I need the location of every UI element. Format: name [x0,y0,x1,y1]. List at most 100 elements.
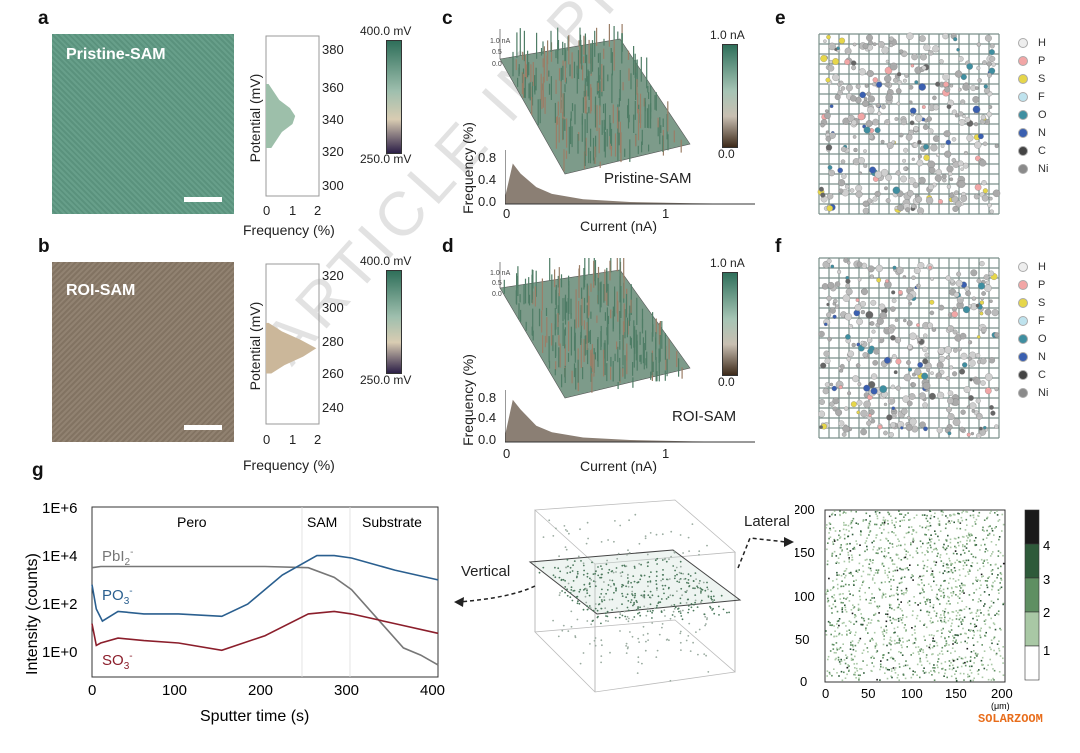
panel-label-b: b [38,236,50,257]
ion-dot [673,604,676,606]
map-pixel [854,634,856,636]
map-pixel [983,605,985,607]
map-pixel [959,672,962,675]
map-pixel [870,569,872,572]
map-pixel [954,538,957,540]
map-pixel [1000,577,1002,580]
map-pixel [919,609,922,612]
map-pixel [887,567,890,570]
map-pixel [975,625,978,627]
legend-label: O [1038,333,1047,345]
map-pixel [949,522,951,524]
map-pixel [903,626,906,629]
atom [902,158,907,163]
map-pixel [851,533,854,536]
map-pixel [933,679,936,681]
map-pixel [869,640,871,642]
map-pixel [826,560,829,562]
map-pixel [843,521,845,524]
ion-dot [655,583,658,586]
map-pixel [969,540,971,542]
map-pixel [996,510,998,512]
map-pixel [833,625,835,627]
atom [965,290,971,297]
ion-dot [607,620,609,622]
map-pixel [972,555,975,558]
map-pixel [891,559,894,562]
ion-dot [627,582,629,584]
atom [966,63,973,70]
ion-dot [635,608,638,611]
map-pixel [900,651,902,654]
atom [906,32,914,40]
ion-dot [552,535,555,537]
map-pixel [887,547,890,549]
atom [944,346,952,354]
map-pixel [846,673,848,676]
series-label: Pristine-SAM [604,170,692,187]
ion-dot [652,609,654,612]
map-pixel [881,563,883,566]
atom [958,87,962,92]
map-pixel [973,662,975,664]
map-pixel [929,524,932,527]
atom [989,209,994,214]
map-pixel [931,570,934,572]
atom [894,117,899,121]
map-pixel [926,600,928,602]
map-pixel [983,650,986,652]
atom [859,91,866,99]
map-pixel [955,640,957,642]
map-pixel [930,510,932,512]
map-pixel [849,550,852,552]
map-pixel [931,589,933,591]
ion-dot [662,588,665,590]
ion-dot [643,590,646,593]
map-pixel [861,616,863,619]
ion-dot [672,565,675,567]
vertical-label: Vertical [461,563,511,580]
ion-dot [677,608,679,610]
atom [909,417,917,426]
ion-dot [706,617,708,619]
map-pixel [871,637,873,640]
ion-dot [679,565,682,568]
atom [986,61,992,67]
map-pixel [943,580,945,582]
map-pixel [966,543,968,545]
ion-dot [561,590,563,592]
map-pixel [829,523,832,525]
ion-dot [694,572,697,574]
map-pixel [949,631,951,633]
map-pixel [901,592,903,595]
map-pixel [947,600,950,602]
ion-dot [696,606,699,608]
ion-dot [663,592,665,595]
atom [956,271,962,277]
ion-dot [655,533,658,536]
map-pixel [962,589,964,591]
map-pixel [971,525,974,527]
ion-dot [710,595,713,598]
map-pixel [952,667,955,669]
atom [902,275,907,279]
atom [861,288,868,296]
map-pixel [836,647,838,650]
atom [962,83,970,91]
map-pixel [832,541,834,543]
ion-dot [634,513,637,516]
atom [823,322,828,327]
ion-dot [621,614,624,617]
map-pixel [951,594,953,597]
map-pixel [987,678,990,681]
map-pixel [952,660,955,662]
atom [959,426,965,433]
atom [994,424,999,429]
legend-swatch [1018,164,1028,174]
map-pixel [841,679,844,682]
atom [901,408,908,415]
map-pixel [912,642,914,645]
map-pixel [833,668,835,670]
atom [835,409,843,416]
map-pixel [923,623,926,625]
